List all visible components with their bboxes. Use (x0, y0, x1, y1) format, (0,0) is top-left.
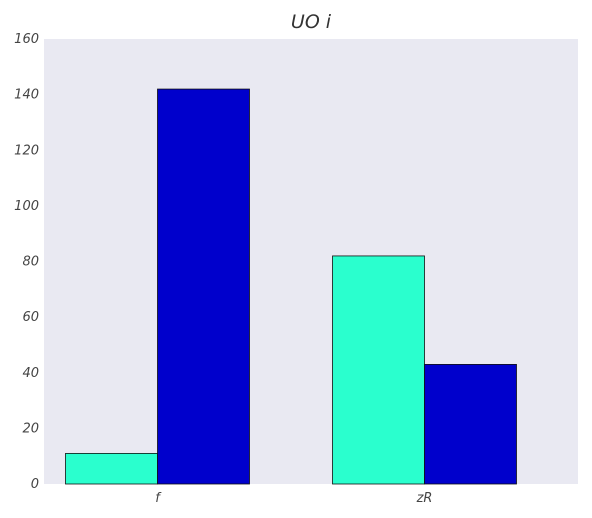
bar-zR-series-2 (424, 364, 517, 485)
bar-zR-series-1 (332, 255, 425, 485)
y-tick-label: 160 (14, 32, 39, 47)
chart-title: UO i (291, 11, 332, 33)
y-tick-label: 140 (14, 88, 39, 103)
y-axis-ticks: 0 20 40 60 80 100 120 140 160 (14, 32, 39, 492)
bar-f-series-1 (65, 453, 158, 485)
y-tick-label: 120 (14, 143, 39, 158)
y-tick-label: 40 (22, 366, 39, 381)
y-tick-label: 60 (22, 310, 39, 325)
y-tick-label: 0 (31, 477, 39, 492)
y-tick-label: 80 (22, 255, 39, 270)
x-tick-label: zR (416, 491, 433, 506)
bars (65, 88, 517, 485)
x-axis-ticks: f zR (155, 491, 432, 506)
y-tick-label: 20 (22, 421, 39, 436)
x-tick-label: f (155, 491, 162, 506)
bar-f-series-2 (157, 88, 250, 485)
y-tick-label: 100 (14, 199, 39, 214)
